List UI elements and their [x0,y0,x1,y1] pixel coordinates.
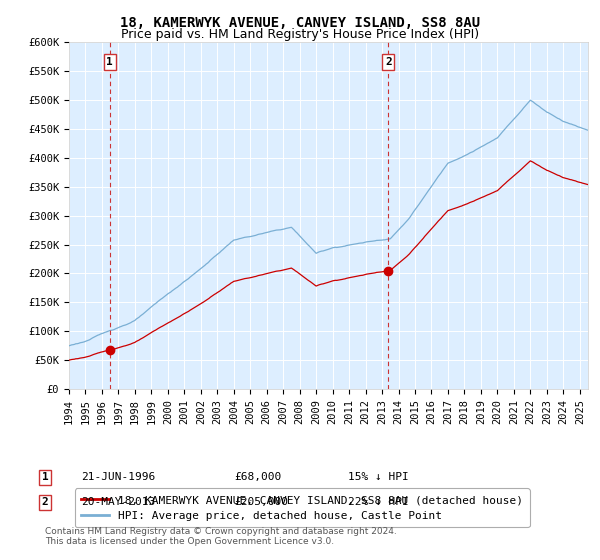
Text: Contains HM Land Registry data © Crown copyright and database right 2024.
This d: Contains HM Land Registry data © Crown c… [45,527,397,546]
Text: 18, KAMERWYK AVENUE, CANVEY ISLAND, SS8 8AU: 18, KAMERWYK AVENUE, CANVEY ISLAND, SS8 … [120,16,480,30]
Text: 15% ↓ HPI: 15% ↓ HPI [348,472,409,482]
HPI: Average price, detached house, Castle Point: (2.03e+03, 4.48e+05): Average price, detached house, Castle Po… [584,127,592,134]
Text: £68,000: £68,000 [234,472,281,482]
Text: 22% ↓ HPI: 22% ↓ HPI [348,497,409,507]
18, KAMERWYK AVENUE, CANVEY ISLAND, SS8 8AU (detached house) [88,352,95,359]
Bar [69,42,94,389]
Text: 1: 1 [41,472,49,482]
HPI: Average price, detached house, Castle Point: (1.99e+03, 7.5e+04): Average price, detached house, Castle Po… [65,343,73,349]
18, KAMERWYK AVENUE, CANVEY ISLAND, SS8 8AU (detached house) [546,168,553,175]
18, KAMERWYK AVENUE, CANVEY ISLAND, SS8 8AU (detached house) [298,272,305,278]
HPI: Average price, detached house, Castle Point: (2.02e+03, 3.44e+05): Average price, detached house, Castle Po… [425,187,433,194]
Line: 18, KAMERWYK AVENUE, CANVEY ISLAND, SS8 8AU (detached house): 18, KAMERWYK AVENUE, CANVEY ISLAND, SS8 … [69,161,588,360]
Line: HPI: Average price, detached house, Castle Point: HPI: Average price, detached house, Cast… [69,100,588,346]
HPI: Average price, detached house, Castle Point: (2.02e+03, 3.91e+05): Average price, detached house, Castle Po… [445,160,452,166]
Text: 20-MAY-2013: 20-MAY-2013 [81,497,155,507]
18, KAMERWYK AVENUE, CANVEY ISLAND, SS8 8AU (detached house) [204,296,211,303]
Text: £205,000: £205,000 [234,497,288,507]
Text: 1: 1 [106,57,113,67]
HPI: Average price, detached house, Castle Point: (2e+03, 2.18e+05): Average price, detached house, Castle Po… [204,260,211,267]
Text: 21-JUN-1996: 21-JUN-1996 [81,472,155,482]
Legend: 18, KAMERWYK AVENUE, CANVEY ISLAND, SS8 8AU (detached house), HPI: Average price: 18, KAMERWYK AVENUE, CANVEY ISLAND, SS8 … [74,488,530,528]
18, KAMERWYK AVENUE, CANVEY ISLAND, SS8 8AU (detached house) [527,157,534,164]
HPI: Average price, detached house, Castle Point: (2.02e+03, 4.77e+05): Average price, detached house, Castle Po… [546,110,553,117]
18, KAMERWYK AVENUE, CANVEY ISLAND, SS8 8AU (detached house) [445,207,452,214]
Text: 2: 2 [385,57,392,67]
HPI: Average price, detached house, Castle Point: (2e+03, 8.7e+04): Average price, detached house, Castle Po… [88,335,95,342]
18, KAMERWYK AVENUE, CANVEY ISLAND, SS8 8AU (detached house) [425,228,433,235]
18, KAMERWYK AVENUE, CANVEY ISLAND, SS8 8AU (detached house) [584,181,592,188]
Text: Price paid vs. HM Land Registry's House Price Index (HPI): Price paid vs. HM Land Registry's House … [121,28,479,41]
18, KAMERWYK AVENUE, CANVEY ISLAND, SS8 8AU (detached house) [65,357,73,363]
HPI: Average price, detached house, Castle Point: (2.01e+03, 2.62e+05): Average price, detached house, Castle Po… [298,234,305,241]
HPI: Average price, detached house, Castle Point: (2.02e+03, 4.99e+05): Average price, detached house, Castle Po… [527,97,534,104]
Text: 2: 2 [41,497,49,507]
